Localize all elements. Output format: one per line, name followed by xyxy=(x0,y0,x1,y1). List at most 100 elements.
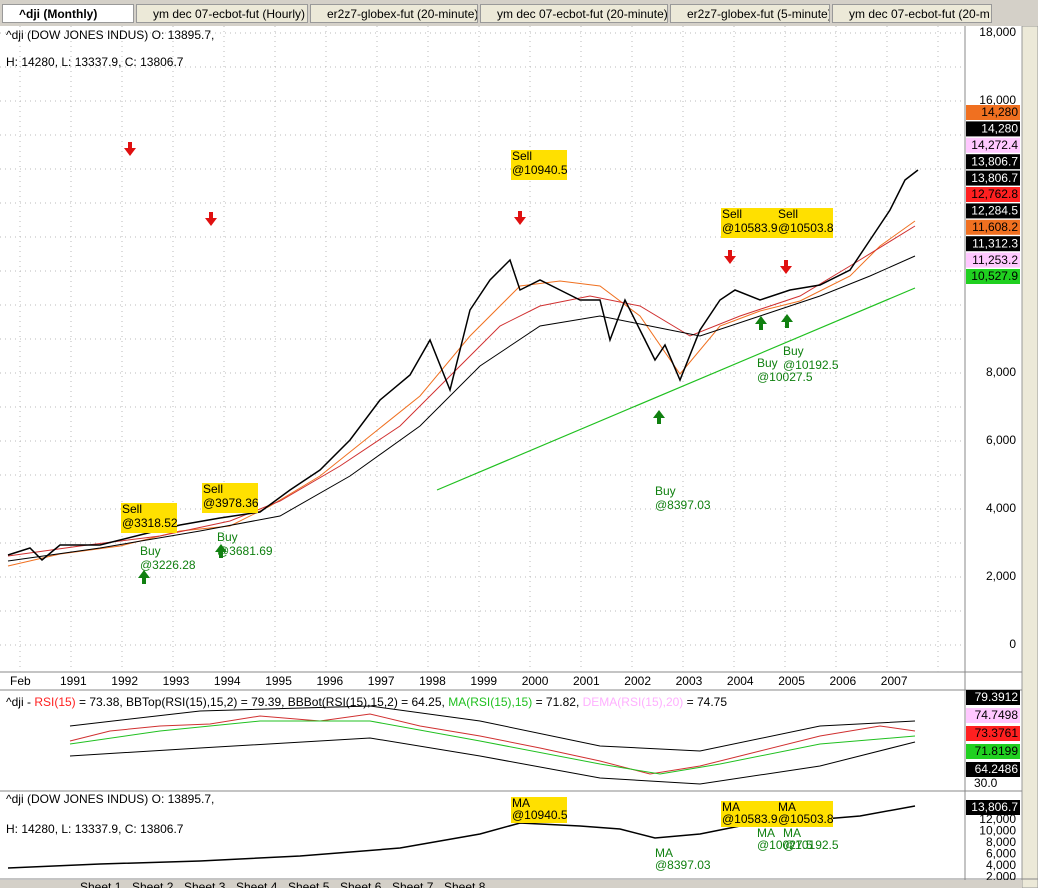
price-tag xyxy=(966,800,1020,815)
price-tag xyxy=(966,708,1020,723)
rsi-header: ^dji - RSI(15) = 73.38, BBTop(RSI(15),15… xyxy=(6,695,727,709)
rsi-ma xyxy=(69,720,916,775)
x-axis-label: 2006 xyxy=(830,674,857,688)
signal-price: @10192.5 xyxy=(783,838,839,852)
price-axis-label: 6,000 xyxy=(986,433,1016,447)
price-tag-label: 14,280 xyxy=(981,122,1018,136)
price-tag-label: 14,272.4 xyxy=(971,138,1018,152)
price-tag-label: 11,312.3 xyxy=(972,236,1018,250)
price-tag-label: 13,806.7 xyxy=(971,154,1018,168)
sell-arrow xyxy=(205,212,217,226)
signal-bg xyxy=(202,483,258,513)
signal-label: MA xyxy=(722,800,740,814)
signal-bg xyxy=(777,801,833,827)
bb-bot xyxy=(69,737,916,785)
x-axis-label: 1996 xyxy=(317,674,344,688)
price-tag-label: 11,253.2 xyxy=(972,253,1018,267)
price-bars xyxy=(7,169,919,562)
signal-price: @10583.9 xyxy=(722,812,778,826)
toolbar xyxy=(1021,26,1038,888)
price-tag-label: 79.3912 xyxy=(975,690,1019,704)
tab[interactable]: ym dec 07-ecbot-fut (20-m xyxy=(832,4,992,23)
sell-arrow xyxy=(124,142,136,156)
x-axis-label: 2002 xyxy=(624,674,651,688)
signal-bg xyxy=(721,208,777,238)
rsi-header-part: MA(RSI(15),15) xyxy=(448,695,532,709)
x-axis-label: Feb xyxy=(10,674,31,688)
ma-line xyxy=(436,287,916,491)
signal-label: Buy xyxy=(783,344,804,358)
x-axis-label: 1997 xyxy=(368,674,395,688)
tab[interactable]: er2z7-globex-fut (20-minute) xyxy=(310,4,478,23)
signal-price: @10027.5 xyxy=(757,370,813,384)
signal-price: @10027.5 xyxy=(757,838,813,852)
buy-arrow xyxy=(215,544,227,558)
x-axis-label: 2003 xyxy=(676,674,703,688)
signal-price: @3978.36 xyxy=(203,496,259,510)
price-axis-label: 18,000 xyxy=(979,26,1016,39)
tab[interactable]: er2z7-globex-fut (5-minute) xyxy=(670,4,830,23)
signal-label: Sell xyxy=(722,207,742,221)
signal-price: @3318.52 xyxy=(122,516,178,530)
sell-arrow xyxy=(724,250,736,264)
price-tag-label: 12,284.5 xyxy=(971,204,1018,218)
sheet-tab: Sheet 7 xyxy=(392,880,434,888)
bottom-axis-label: 10,000 xyxy=(979,824,1016,838)
bottom-axis-label: 6,000 xyxy=(986,847,1016,861)
price-tag xyxy=(966,762,1020,777)
bottom-axis-label: 8,000 xyxy=(986,835,1016,849)
signal-bg xyxy=(721,801,777,827)
signal-label: Sell xyxy=(778,207,798,221)
buy-arrow xyxy=(781,314,793,328)
price-tag xyxy=(966,105,1020,120)
price-tag-label: 73.3761 xyxy=(975,726,1019,740)
price-tag-label: 71.8199 xyxy=(975,744,1019,758)
tab[interactable]: ym dec 07-ecbot-fut (20-minute) xyxy=(480,4,668,23)
x-axis-label: 2000 xyxy=(522,674,549,688)
price-tag-label: 74.7498 xyxy=(975,708,1019,722)
chart-window: ^dji (DOW JONES INDUS) O: 13895.7, H: 14… xyxy=(0,26,1038,888)
tab[interactable]: ^dji (Monthly) xyxy=(2,4,134,23)
sheet-tab: Sheet 5 xyxy=(288,880,330,888)
signal-label: MA xyxy=(783,826,801,840)
x-axis-label: 2007 xyxy=(881,674,908,688)
pane-header: ^dji (DOW JONES INDUS) O: 13895.7, xyxy=(6,28,214,42)
signal-bg xyxy=(121,503,177,533)
price-axis-label: 16,000 xyxy=(979,93,1016,107)
signal-label: Buy xyxy=(655,484,676,498)
price-tag xyxy=(966,236,1020,252)
x-axis-label: 1995 xyxy=(265,674,292,688)
price-tag-label: 13,806.7 xyxy=(971,171,1018,185)
bottom-axis-label: 4,000 xyxy=(986,858,1016,872)
sheet-tab: Sheet 4 xyxy=(236,880,278,888)
price-tag xyxy=(966,269,1020,284)
price-tag-label: 14,280 xyxy=(981,105,1018,119)
signal-price: @10583.9 xyxy=(722,221,778,235)
pane-header: H: 14280, L: 13337.9, C: 13806.7 xyxy=(6,822,184,836)
sheet-tab: Sheet 6 xyxy=(340,880,382,888)
tab[interactable]: ym dec 07-ecbot-fut (Hourly) xyxy=(136,4,308,23)
price-tag xyxy=(966,744,1020,759)
signal-price: @10503.8 xyxy=(778,812,834,826)
x-axis-label: 1994 xyxy=(214,674,241,688)
signal-label: MA xyxy=(757,826,775,840)
signal-bg xyxy=(511,150,567,180)
buy-arrow xyxy=(755,316,767,330)
x-axis-label: 2001 xyxy=(573,674,600,688)
price-tag xyxy=(966,187,1020,202)
sheet-tab: Sheet 2 xyxy=(132,880,174,888)
price-tag xyxy=(966,252,1020,268)
sheet-tab: Sheet 8 xyxy=(444,880,486,888)
sheet-bar xyxy=(0,880,1022,888)
signal-price: @3226.28 xyxy=(140,558,196,572)
rsi-axis-label: 30.0 xyxy=(974,776,998,790)
signal-price: @10503.8 xyxy=(778,221,834,235)
price-tag-label: 10,527.9 xyxy=(971,269,1018,283)
signal-label: Buy xyxy=(140,544,161,558)
signal-label: Sell xyxy=(203,482,223,496)
bb-top xyxy=(69,705,916,752)
signal-label: MA xyxy=(778,800,796,814)
price-tag xyxy=(966,690,1020,705)
rsi-header-part: ^dji - xyxy=(6,695,34,709)
